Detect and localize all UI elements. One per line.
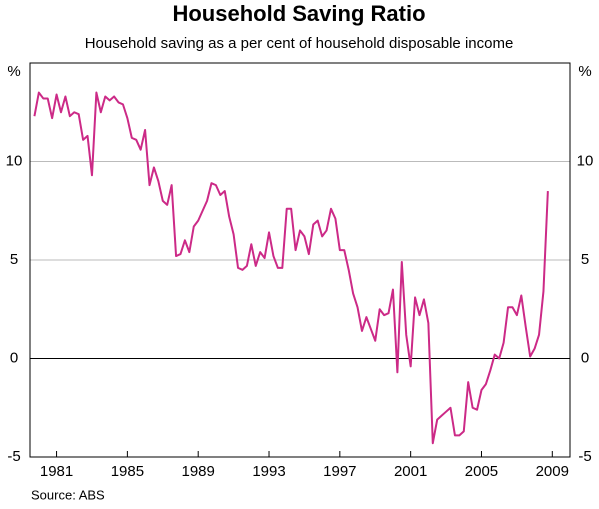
chart-subtitle: Household saving as a per cent of househ… (85, 35, 514, 52)
y-tick-label-right: -5 (578, 448, 591, 465)
source-note: Source: ABS (31, 487, 105, 502)
x-tick-label: 1989 (182, 463, 215, 480)
x-tick-label: 2001 (394, 463, 427, 480)
y-unit-left: % (7, 63, 20, 80)
y-tick-label-right: 10 (577, 152, 594, 169)
x-tick-label: 1993 (252, 463, 285, 480)
y-tick-label-right: 5 (581, 251, 589, 268)
x-tick-label: 1985 (111, 463, 144, 480)
x-tick-label: 2009 (536, 463, 569, 480)
x-tick-label: 2005 (465, 463, 498, 480)
x-tick-label: 1997 (323, 463, 356, 480)
y-tick-label: 0 (10, 349, 18, 366)
y-unit-right: % (578, 63, 591, 80)
chart-title: Household Saving Ratio (172, 1, 425, 26)
y-tick-label: -5 (7, 448, 20, 465)
x-tick-label: 1981 (40, 463, 73, 480)
data-line (33, 91, 549, 445)
y-tick-label: 10 (6, 152, 23, 169)
plot-frame (29, 62, 571, 458)
y-tick-label: 5 (10, 251, 18, 268)
y-tick-label-right: 0 (581, 349, 589, 366)
